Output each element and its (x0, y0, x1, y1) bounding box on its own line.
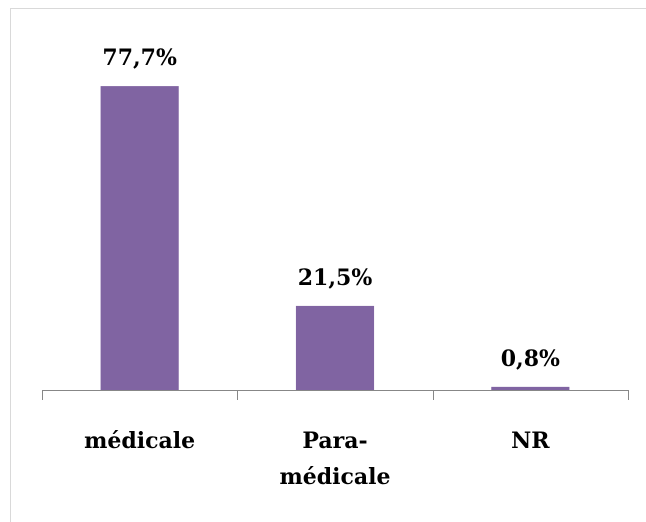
data-label: 0,8% (501, 346, 560, 372)
bar (100, 86, 179, 391)
data-label: 77,7% (102, 45, 177, 71)
x-tick-label: NR (511, 428, 550, 454)
x-tick-label: médicale (84, 428, 195, 454)
chart-frame (10, 8, 646, 522)
x-tick-label: Para-médicale (279, 428, 390, 490)
bar (295, 305, 375, 390)
bar (491, 386, 570, 390)
data-label: 21,5% (298, 265, 373, 291)
